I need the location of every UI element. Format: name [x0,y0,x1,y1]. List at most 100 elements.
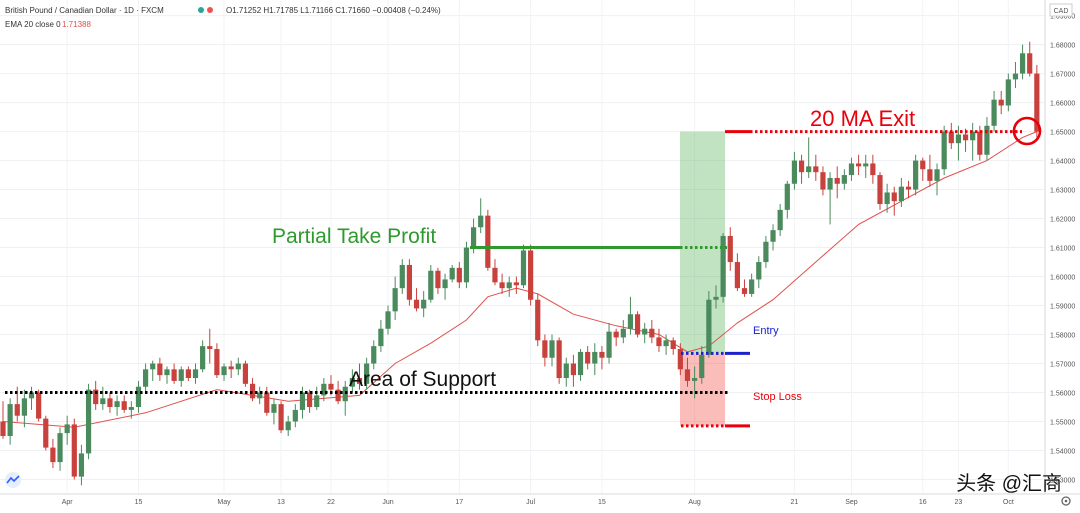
candle [549,334,555,367]
candle [314,386,320,410]
candle [135,380,142,413]
candle [321,378,327,402]
candle [535,293,541,347]
ema-legend-label[interactable]: EMA 20 close 0 [5,20,61,29]
x-tick-label: 23 [955,499,963,506]
candle [741,279,748,297]
candle [634,311,641,338]
candle [856,154,862,176]
candle [221,363,227,381]
candle [934,163,940,196]
stop-loss-label: Stop Loss [753,391,802,403]
candle-body [848,163,855,176]
candle-body [549,340,555,358]
y-tick-label: 1.66000 [1050,101,1075,108]
y-tick-label: 1.62000 [1050,217,1075,224]
candle-body [428,270,434,300]
y-tick-label: 1.60000 [1050,275,1075,282]
candle-body [870,163,876,176]
candle-body [898,186,904,202]
candle-body [392,288,398,312]
candle-body [299,392,306,410]
candle-body [528,250,534,300]
candle [364,357,370,390]
candle-body [627,314,634,329]
candle-body [364,363,370,384]
candle-body [663,340,669,347]
candle-body [948,131,954,144]
candle [891,186,897,216]
time-axis[interactable]: Apr 15 May 13 22 Jun 17 Jul 15 Aug 21 Sep 16 23 Oct [62,499,1014,506]
candle-body [271,404,277,413]
candle-body [228,366,234,370]
candle-body [834,177,840,184]
candle-body [470,227,477,248]
candle-body [314,395,320,408]
candle [143,363,149,393]
tradingview-logo-icon[interactable] [5,472,21,488]
x-tick-label: 17 [455,499,463,506]
candle-body [927,169,933,181]
currency-badge[interactable] [1049,3,1073,17]
candle [756,256,762,289]
candle [185,366,191,381]
candle [200,340,206,373]
candle-body [249,383,256,399]
candles [0,41,1040,486]
candle-body [720,235,726,297]
candle-body [634,314,641,335]
candle [791,151,798,190]
candle [542,334,548,367]
candle [770,224,776,251]
x-tick-label: Apr [62,499,74,506]
candle [456,262,462,289]
candle [720,233,726,303]
candle-body [71,424,77,477]
candle [485,209,491,271]
candle [21,389,27,428]
settings-gear-icon[interactable] [1061,496,1071,506]
candle [178,366,184,387]
candle-body [1034,73,1040,132]
price-axis[interactable]: 1.53000 1.54000 1.55000 1.56000 1.57000 1.580… [1050,14,1075,485]
candle-body [592,351,598,364]
candle [656,328,662,352]
ema-legend-value: 1.71388 [62,20,91,29]
candle [827,172,833,225]
candle [164,366,170,384]
candle-body [207,346,213,350]
candle [848,157,855,181]
candle [948,122,954,149]
candle-body [200,346,206,370]
candle-body [157,363,163,376]
candle-body [877,175,883,205]
candle-body [107,398,113,408]
candle [528,244,534,306]
candle [492,259,498,286]
candle [1012,61,1019,89]
candle-body [0,421,6,437]
candle-body [941,131,947,170]
candle-body [734,262,740,289]
candle-body [378,328,384,347]
candle [278,401,284,434]
candle [50,438,56,468]
candle [927,154,933,187]
y-tick-label: 1.68000 [1050,43,1075,50]
candle-body [820,172,826,190]
y-tick-label: 1.59000 [1050,304,1075,311]
candle [706,291,712,358]
y-tick-label: 1.63000 [1050,188,1075,195]
candle-body [257,392,263,399]
candle [977,125,983,161]
symbol-title[interactable]: British Pound / Canadian Dollar · 1D · F… [5,6,164,15]
candle-body [221,366,227,376]
candle-body [399,264,405,289]
candle-body [713,296,719,300]
candle [378,320,384,352]
candle-body [585,351,591,364]
candle [93,380,99,410]
candle-body [891,192,897,202]
candle [841,169,847,190]
